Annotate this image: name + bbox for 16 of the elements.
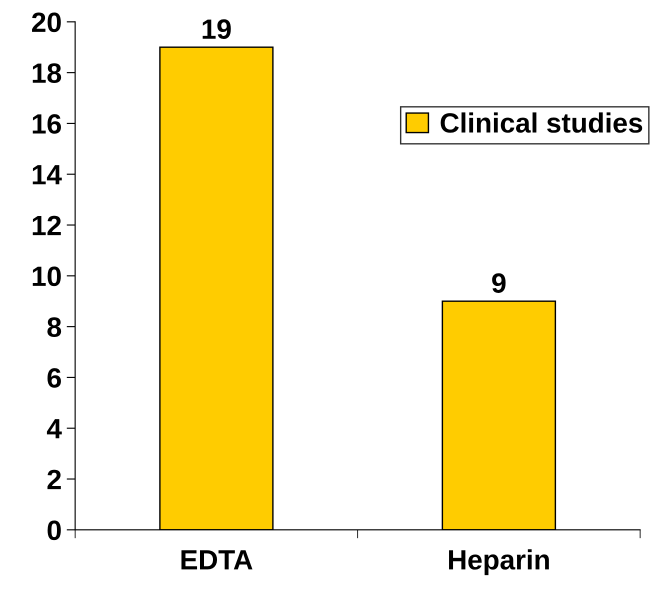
x-tick-label: EDTA <box>181 550 252 570</box>
data-label: 19 <box>202 19 231 39</box>
data-label: 9 <box>492 273 506 293</box>
y-tick-label: 12 <box>32 216 61 236</box>
x-tick-label: Heparin <box>449 549 549 576</box>
y-tick-label: 2 <box>47 470 61 490</box>
y-tick-label: 10 <box>32 266 61 286</box>
legend-label: Clinical studies <box>440 112 642 133</box>
y-tick-label: 14 <box>32 165 62 184</box>
y-tick-label: 6 <box>48 368 61 388</box>
y-tick-label: 8 <box>47 317 62 337</box>
y-tick-label: 20 <box>32 12 61 32</box>
y-tick-label: 16 <box>32 114 61 134</box>
y-tick-label: 18 <box>32 63 62 83</box>
y-tick-label: 4 <box>46 419 62 438</box>
y-tick-label: 0 <box>48 520 61 540</box>
